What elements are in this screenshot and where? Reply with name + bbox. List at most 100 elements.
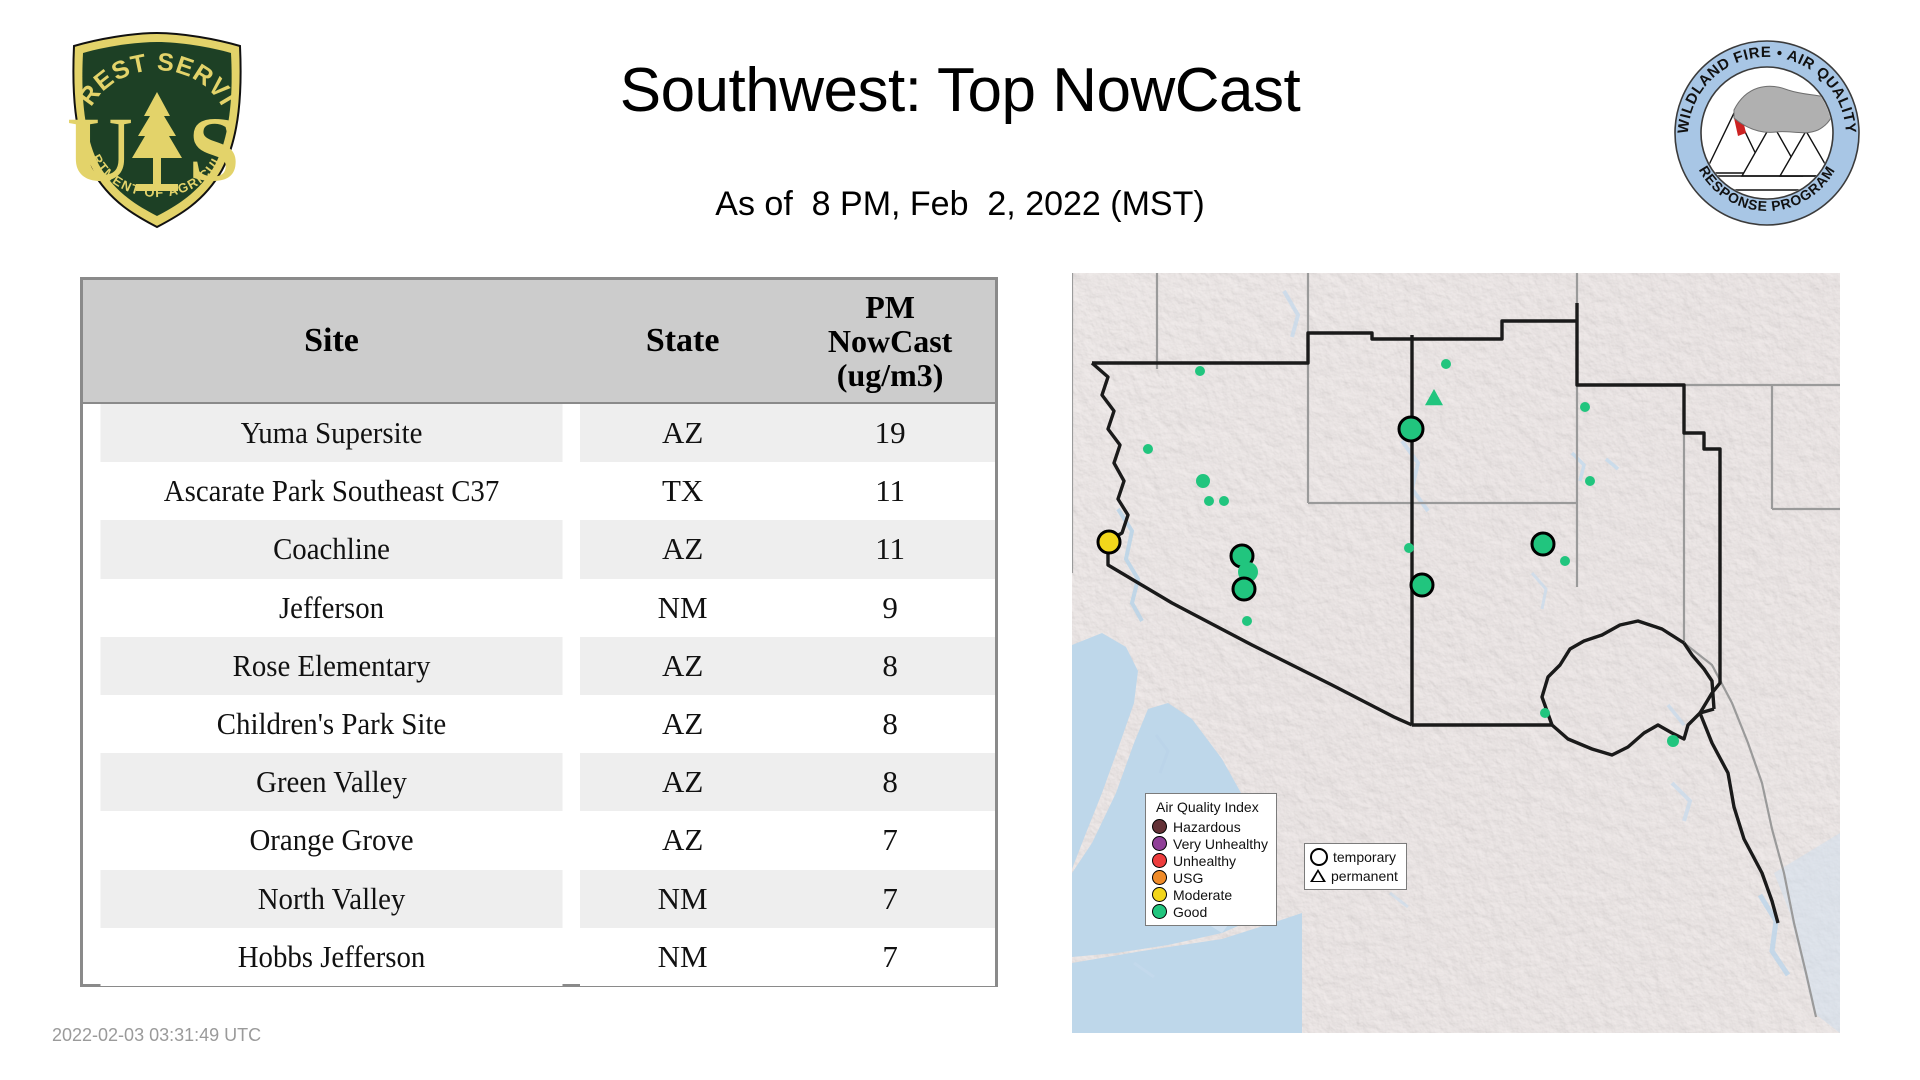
monitor-marker[interactable] [1585, 476, 1595, 486]
aqi-legend-label: Moderate [1173, 886, 1233, 903]
aqi-legend-label: USG [1173, 869, 1204, 886]
cell-site: Rose Elementary [100, 636, 563, 695]
monitor-marker[interactable] [1441, 359, 1451, 369]
monitor-marker[interactable] [1096, 529, 1122, 555]
cell-site: Hobbs Jefferson [100, 927, 563, 986]
aqi-legend-label: Very Unhealthy [1173, 835, 1268, 852]
cell-value: 7 [785, 811, 995, 870]
cell-value: 11 [785, 520, 995, 579]
monitor-marker[interactable] [1143, 444, 1153, 454]
table-row: Children's Park Site AZ 8 [83, 694, 995, 754]
aqi-swatch-icon [1152, 819, 1167, 834]
column-header-pm-nowcast: PM NowCast (ug/m3) [785, 280, 995, 404]
legend-label-permanent: permanent [1331, 867, 1398, 884]
aqi-swatch-icon [1152, 870, 1167, 885]
monitor-marker[interactable] [1404, 543, 1414, 553]
monitor-marker[interactable] [1397, 415, 1425, 443]
cell-site: Jefferson [100, 578, 563, 637]
generated-timestamp: 2022-02-03 03:31:49 UTC [52, 1025, 262, 1045]
monitor-marker[interactable] [1530, 531, 1556, 557]
monitor-marker[interactable] [1580, 402, 1590, 412]
svg-text:S: S [188, 98, 239, 200]
monitor-type-legend: temporary permanent [1304, 843, 1407, 890]
cell-value: 19 [785, 403, 995, 463]
aqi-legend-row: Very Unhealthy [1152, 835, 1268, 852]
table-header-row: Site State PM NowCast (ug/m3) [83, 280, 995, 404]
aqi-legend-row: USG [1152, 869, 1268, 886]
table-row: Jefferson NM 9 [83, 578, 995, 637]
aqi-legend-label: Hazardous [1173, 818, 1241, 835]
table-row: Rose Elementary AZ 8 [83, 636, 995, 695]
cell-state: NM [580, 578, 786, 637]
cell-state: AZ [580, 753, 786, 812]
neighbor-state-borders [1072, 273, 1840, 1018]
aqi-legend-row: Moderate [1152, 886, 1268, 903]
monitor-marker[interactable] [1242, 616, 1252, 626]
column-header-state: State [580, 280, 786, 404]
column-header-pm-line3: (ug/m3) [836, 357, 944, 394]
cell-state: AZ [580, 520, 786, 579]
cell-value: 8 [785, 694, 995, 754]
wfaqrp-logo: WILDLAND FIRE • AIR QUALITY RESPONSE PRO… [1672, 38, 1862, 228]
nowcast-table-container: Site State PM NowCast (ug/m3) Yuma Super… [80, 277, 998, 987]
table-row: North Valley NM 7 [83, 869, 995, 928]
cell-site: Coachline [100, 520, 563, 579]
monitor-marker[interactable] [1415, 576, 1425, 586]
aqi-swatch-icon [1152, 904, 1167, 919]
table-body: Yuma Supersite AZ 19 Ascarate Park Southeas… [83, 403, 995, 986]
column-header-pm-line1: PM [865, 288, 915, 325]
cell-state: TX [580, 462, 786, 521]
table-row: Green Valley AZ 8 [83, 753, 995, 812]
column-header-site: Site [83, 280, 581, 404]
monitor-marker[interactable] [1204, 496, 1214, 506]
cell-site: North Valley [100, 869, 563, 928]
triangle-icon [1310, 869, 1326, 882]
aqi-swatch-icon [1152, 836, 1167, 851]
table-row: Yuma Supersite AZ 19 [83, 403, 995, 463]
aqi-legend-title: Air Quality Index [1156, 799, 1259, 815]
monitor-marker[interactable] [1667, 735, 1679, 747]
monitor-marker[interactable] [1425, 389, 1443, 406]
monitor-marker[interactable] [1219, 496, 1229, 506]
cell-value: 7 [785, 869, 995, 928]
monitor-marker[interactable] [1540, 708, 1550, 718]
monitor-marker[interactable] [1196, 474, 1210, 488]
aqi-legend-row: Good [1152, 903, 1268, 920]
column-header-site-label: Site [304, 321, 359, 359]
page-title: Southwest: Top NowCast [619, 56, 1301, 125]
monitor-marker[interactable] [1231, 576, 1257, 602]
aqi-swatch-icon [1152, 853, 1167, 868]
svg-text:U: U [67, 98, 133, 200]
cell-state: AZ [580, 694, 786, 754]
table-row: Ascarate Park Southeast C37 TX 11 [83, 462, 995, 521]
cell-value: 8 [785, 636, 995, 695]
cell-state: NM [580, 927, 786, 986]
cell-value: 11 [785, 462, 995, 521]
aqi-swatch-icon [1152, 887, 1167, 902]
column-header-state-label: State [645, 321, 720, 359]
cell-state: AZ [580, 811, 786, 870]
aqi-legend-label: Unhealthy [1173, 852, 1237, 869]
column-header-pm-line2: NowCast [827, 322, 953, 359]
cell-value: 9 [785, 578, 995, 637]
circle-icon [1310, 847, 1328, 866]
nowcast-table: Site State PM NowCast (ug/m3) Yuma Super… [83, 280, 995, 986]
air-quality-map[interactable]: Air Quality Index Hazardous Very Unhealth… [1072, 273, 1840, 1033]
cell-value: 8 [785, 753, 995, 812]
page-subtitle: As of 8 PM, Feb 2, 2022 (MST) [715, 185, 1205, 223]
focus-state-borders [1090, 303, 1780, 924]
aqi-legend: Air Quality Index Hazardous Very Unhealth… [1145, 793, 1277, 926]
cell-site: Green Valley [100, 753, 563, 812]
cell-value: 7 [785, 927, 995, 986]
aqi-legend-row: Hazardous [1152, 818, 1268, 835]
monitor-markers[interactable] [1096, 359, 1679, 747]
cell-site: Yuma Supersite [100, 403, 563, 463]
map-canvas [1072, 273, 1840, 1033]
monitor-marker[interactable] [1195, 366, 1205, 376]
monitor-marker[interactable] [1560, 556, 1570, 566]
legend-label-temporary: temporary [1333, 848, 1397, 865]
cell-site: Ascarate Park Southeast C37 [100, 462, 563, 521]
cell-state: NM [580, 869, 786, 928]
table-row: Coachline AZ 11 [83, 520, 995, 579]
aqi-legend-label: Good [1173, 903, 1208, 920]
